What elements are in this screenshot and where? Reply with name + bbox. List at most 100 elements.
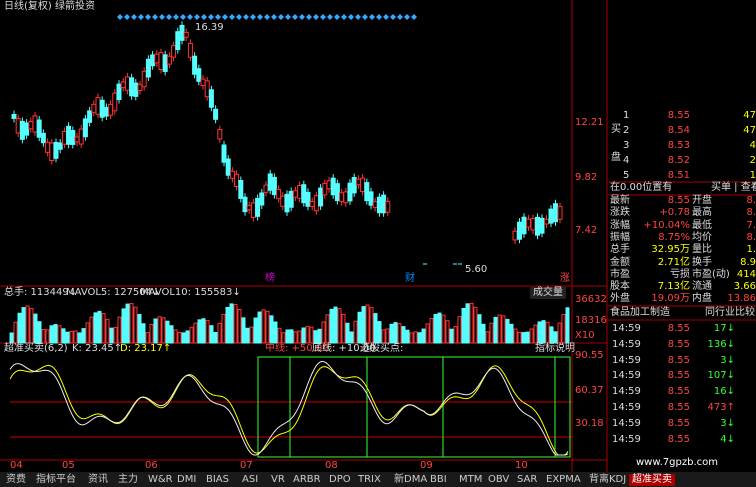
candle-body: [548, 208, 554, 224]
volume-bar: [173, 329, 178, 344]
candle-body: [150, 54, 156, 67]
volume-bar: [441, 314, 446, 344]
volume-bar: [105, 318, 110, 344]
candle-body: [288, 190, 294, 208]
queue-link[interactable]: 买单 | 查看详: [711, 182, 756, 193]
volume-bar: [461, 307, 466, 344]
candle-body: [19, 120, 25, 140]
candle-body: [28, 121, 34, 130]
tab[interactable]: 新DMA: [394, 474, 428, 485]
signal-diamond: [194, 14, 200, 20]
volume-bar: [373, 313, 378, 344]
volume-bar: [361, 306, 366, 344]
candle-body: [284, 193, 290, 213]
tab[interactable]: ARBR: [293, 474, 321, 485]
tab[interactable]: 主力: [118, 474, 138, 485]
indicator-help[interactable]: 指标说明: [535, 343, 575, 354]
signal-diamond: [124, 14, 130, 20]
volume-bar: [429, 318, 434, 344]
tab[interactable]: BBI: [430, 474, 447, 485]
volume-bar: [13, 321, 18, 344]
stat-value: 19.09万: [651, 293, 690, 305]
tick-price: 8.55: [667, 433, 690, 445]
tab[interactable]: 资费: [6, 474, 26, 485]
candle-body: [74, 136, 80, 143]
volume-bar: [433, 314, 438, 344]
signal-diamond: [145, 14, 151, 20]
volume-bar: [41, 329, 46, 344]
candle-body: [120, 81, 126, 88]
candle-body: [271, 176, 277, 196]
candle-body: [355, 178, 361, 186]
volume-bar: [93, 312, 98, 344]
book-price: 8.54: [667, 125, 690, 136]
industry-compare[interactable]: 同行业比较: [705, 307, 755, 318]
volume-bar: [193, 322, 198, 344]
signal-diamond: [222, 14, 228, 20]
volume-bar: [349, 331, 354, 344]
tab[interactable]: DMI: [177, 474, 197, 485]
candle-body: [255, 197, 261, 217]
book-level: 4: [623, 155, 630, 166]
candle-body: [318, 187, 324, 207]
tab[interactable]: MTM: [459, 474, 483, 485]
signal-diamond: [397, 14, 403, 20]
stat-label: 最高: [692, 207, 712, 219]
candle-body: [99, 99, 105, 118]
tab[interactable]: OBV: [488, 474, 510, 485]
tab[interactable]: 超准买卖: [629, 474, 675, 486]
volume-bar: [445, 320, 450, 344]
tab[interactable]: ASI: [242, 474, 259, 485]
tab[interactable]: 背离KDJ: [589, 474, 627, 485]
tick-time: 14:59: [612, 370, 641, 382]
tab[interactable]: DPO: [329, 474, 351, 485]
indicator-mid: 中线: +50.00: [265, 343, 329, 354]
candle-body: [263, 184, 269, 193]
stat-label: 流通: [692, 281, 712, 293]
volume-bar: [377, 321, 382, 344]
event-marker: 财: [405, 273, 415, 284]
tab[interactable]: W&R: [148, 474, 173, 485]
candle-body: [158, 52, 164, 71]
tab[interactable]: TRIX: [358, 474, 381, 485]
volume-bar: [117, 316, 122, 344]
tab[interactable]: SAR: [517, 474, 538, 485]
candle-body: [95, 97, 101, 115]
candle-body: [24, 122, 30, 136]
candle-body: [154, 53, 160, 64]
candle-body: [145, 58, 151, 78]
candle-body: [166, 55, 172, 65]
industry-name: 食品加工制造: [610, 307, 670, 318]
tab[interactable]: EXPMA: [546, 474, 581, 485]
candle-body: [280, 195, 286, 207]
volume-bar: [501, 315, 506, 344]
volume-button[interactable]: 成交量: [530, 287, 566, 299]
volume-bar: [409, 332, 414, 344]
candle-body: [512, 230, 518, 241]
candle-body: [40, 132, 46, 144]
candle-body: [259, 192, 265, 206]
volume-bar: [157, 316, 162, 344]
volume-bar: [357, 311, 362, 344]
volume-bar: [69, 330, 74, 344]
book-level: 1: [623, 110, 630, 121]
book-side: 买: [611, 124, 621, 135]
tab[interactable]: 指标平台: [36, 474, 76, 485]
tab[interactable]: VR: [271, 474, 285, 485]
volume-axis-label: 36632: [575, 294, 607, 305]
volume-bar: [389, 323, 394, 344]
tab[interactable]: BIAS: [206, 474, 229, 485]
watermark: www.7gpzb.com: [636, 457, 718, 468]
signal-diamond: [257, 14, 263, 20]
volume-bar: [109, 327, 114, 344]
tab[interactable]: 资讯: [88, 474, 108, 485]
stat-label: 内盘: [692, 293, 712, 305]
candle-body: [276, 188, 282, 200]
candle-body: [70, 130, 76, 145]
candle-body: [517, 221, 522, 240]
signal-diamond: [187, 14, 193, 20]
candle-body: [376, 196, 382, 214]
volume-bar: [213, 332, 218, 344]
candle-body: [309, 201, 315, 207]
event-marker: 涨: [560, 273, 570, 284]
